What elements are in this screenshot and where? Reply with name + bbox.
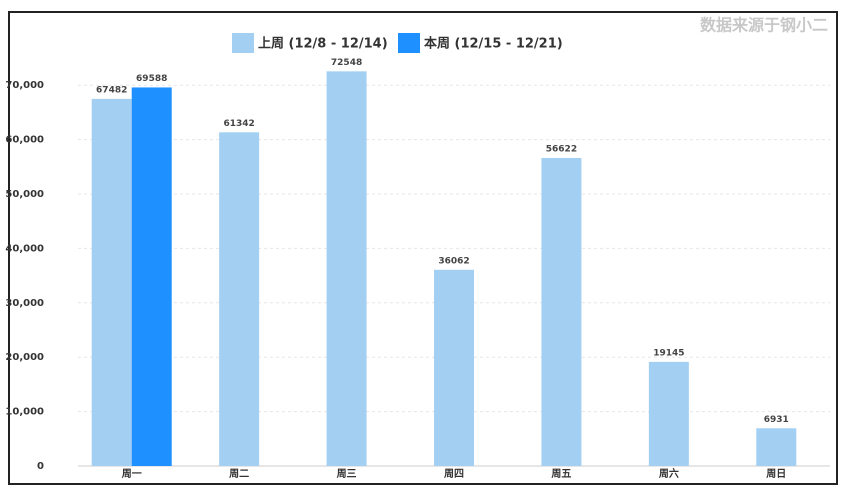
x-tick-label: 周一 xyxy=(122,468,142,480)
y-tick-label: 0 xyxy=(37,461,44,472)
bar xyxy=(91,98,132,466)
source-watermark: 数据来源于钢小二 xyxy=(700,16,828,35)
bar xyxy=(756,428,797,466)
y-tick-label: 50,000 xyxy=(5,189,44,200)
legend-swatch xyxy=(232,33,254,53)
bar xyxy=(326,71,367,467)
value-label: 72548 xyxy=(331,58,362,68)
legend-label: 本周 (12/15 - 12/21) xyxy=(424,36,563,52)
x-tick-label: 周四 xyxy=(444,468,464,480)
bar xyxy=(541,157,582,466)
x-tick-label: 周二 xyxy=(229,468,249,480)
legend-label: 上周 (12/8 - 12/14) xyxy=(258,37,388,52)
value-label: 69588 xyxy=(136,74,167,84)
y-tick-label: 20,000 xyxy=(5,352,44,363)
y-tick-label: 10,000 xyxy=(5,407,44,418)
legend-swatch xyxy=(398,33,420,53)
y-tick-label: 60,000 xyxy=(5,135,44,146)
value-label: 36062 xyxy=(438,256,469,266)
y-tick-label: 70,000 xyxy=(5,80,44,91)
value-label: 6931 xyxy=(764,415,789,425)
value-label: 61342 xyxy=(223,119,254,129)
bar xyxy=(648,361,689,466)
y-tick-label: 40,000 xyxy=(5,243,44,254)
x-tick-label: 周六 xyxy=(659,467,679,480)
bar xyxy=(131,87,172,466)
value-label: 67482 xyxy=(96,85,127,95)
x-tick-label: 周三 xyxy=(337,468,357,480)
x-tick-label: 周日 xyxy=(766,468,786,480)
y-tick-label: 30,000 xyxy=(5,298,44,309)
x-tick-label: 周五 xyxy=(551,468,571,480)
value-label: 19145 xyxy=(653,348,684,358)
bar xyxy=(434,269,474,466)
bar xyxy=(219,132,260,467)
value-label: 56622 xyxy=(546,144,577,154)
